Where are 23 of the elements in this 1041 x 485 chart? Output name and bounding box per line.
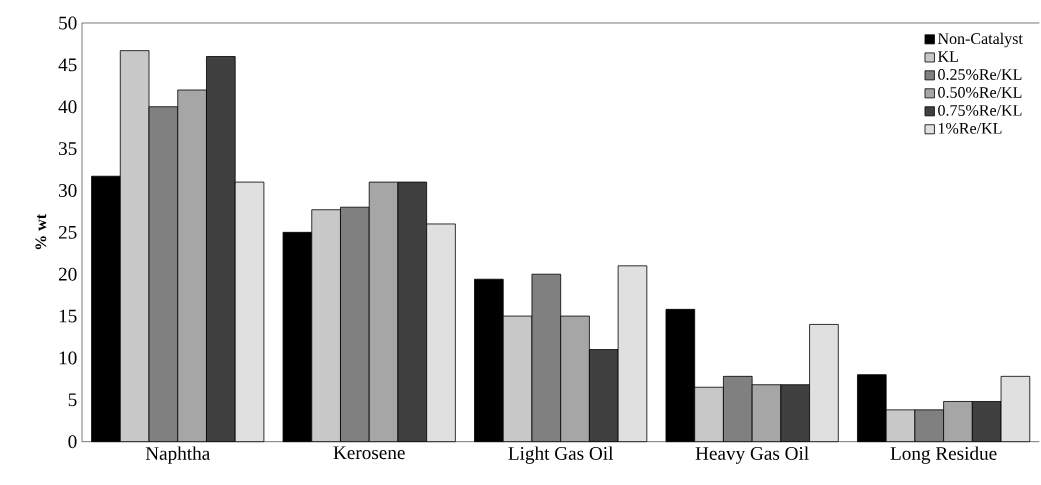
legend-label: Non-Catalyst [937, 32, 1023, 48]
legend-label: KL [937, 51, 958, 62]
y-tick-label: 45 [58, 58, 77, 72]
legend-label: 0.75%Re/KL [938, 104, 1022, 116]
x-tick-label: Heavy Gas Oil [695, 446, 809, 464]
x-tick-label: Light Gas Oil [508, 446, 614, 464]
legend-label: 0.50%Re/KL [938, 87, 1022, 98]
x-tick-label: Long Residue [890, 446, 997, 464]
y-tick-label: 50 [59, 16, 77, 30]
y-tick-label: 35 [59, 142, 77, 156]
y-tick-label: 0 [68, 435, 77, 449]
x-tick-label: Naphtha [145, 446, 210, 464]
y-tick-label: 15 [59, 309, 77, 323]
y-tick-label: 30 [59, 183, 77, 197]
y-tick-label: 20 [58, 267, 77, 281]
y-tick-label: 40 [58, 100, 77, 114]
y-tick-label: 10 [59, 351, 77, 365]
y-tick-label: 5 [68, 393, 77, 407]
y-tick-label: 25 [58, 225, 77, 239]
legend-label: 1%Re/KL [938, 122, 1002, 134]
y-axis-title: % wt [35, 213, 47, 250]
x-tick-label: Kerosene [333, 446, 405, 460]
legend-label: 0.25%Re/KL [938, 69, 1022, 80]
